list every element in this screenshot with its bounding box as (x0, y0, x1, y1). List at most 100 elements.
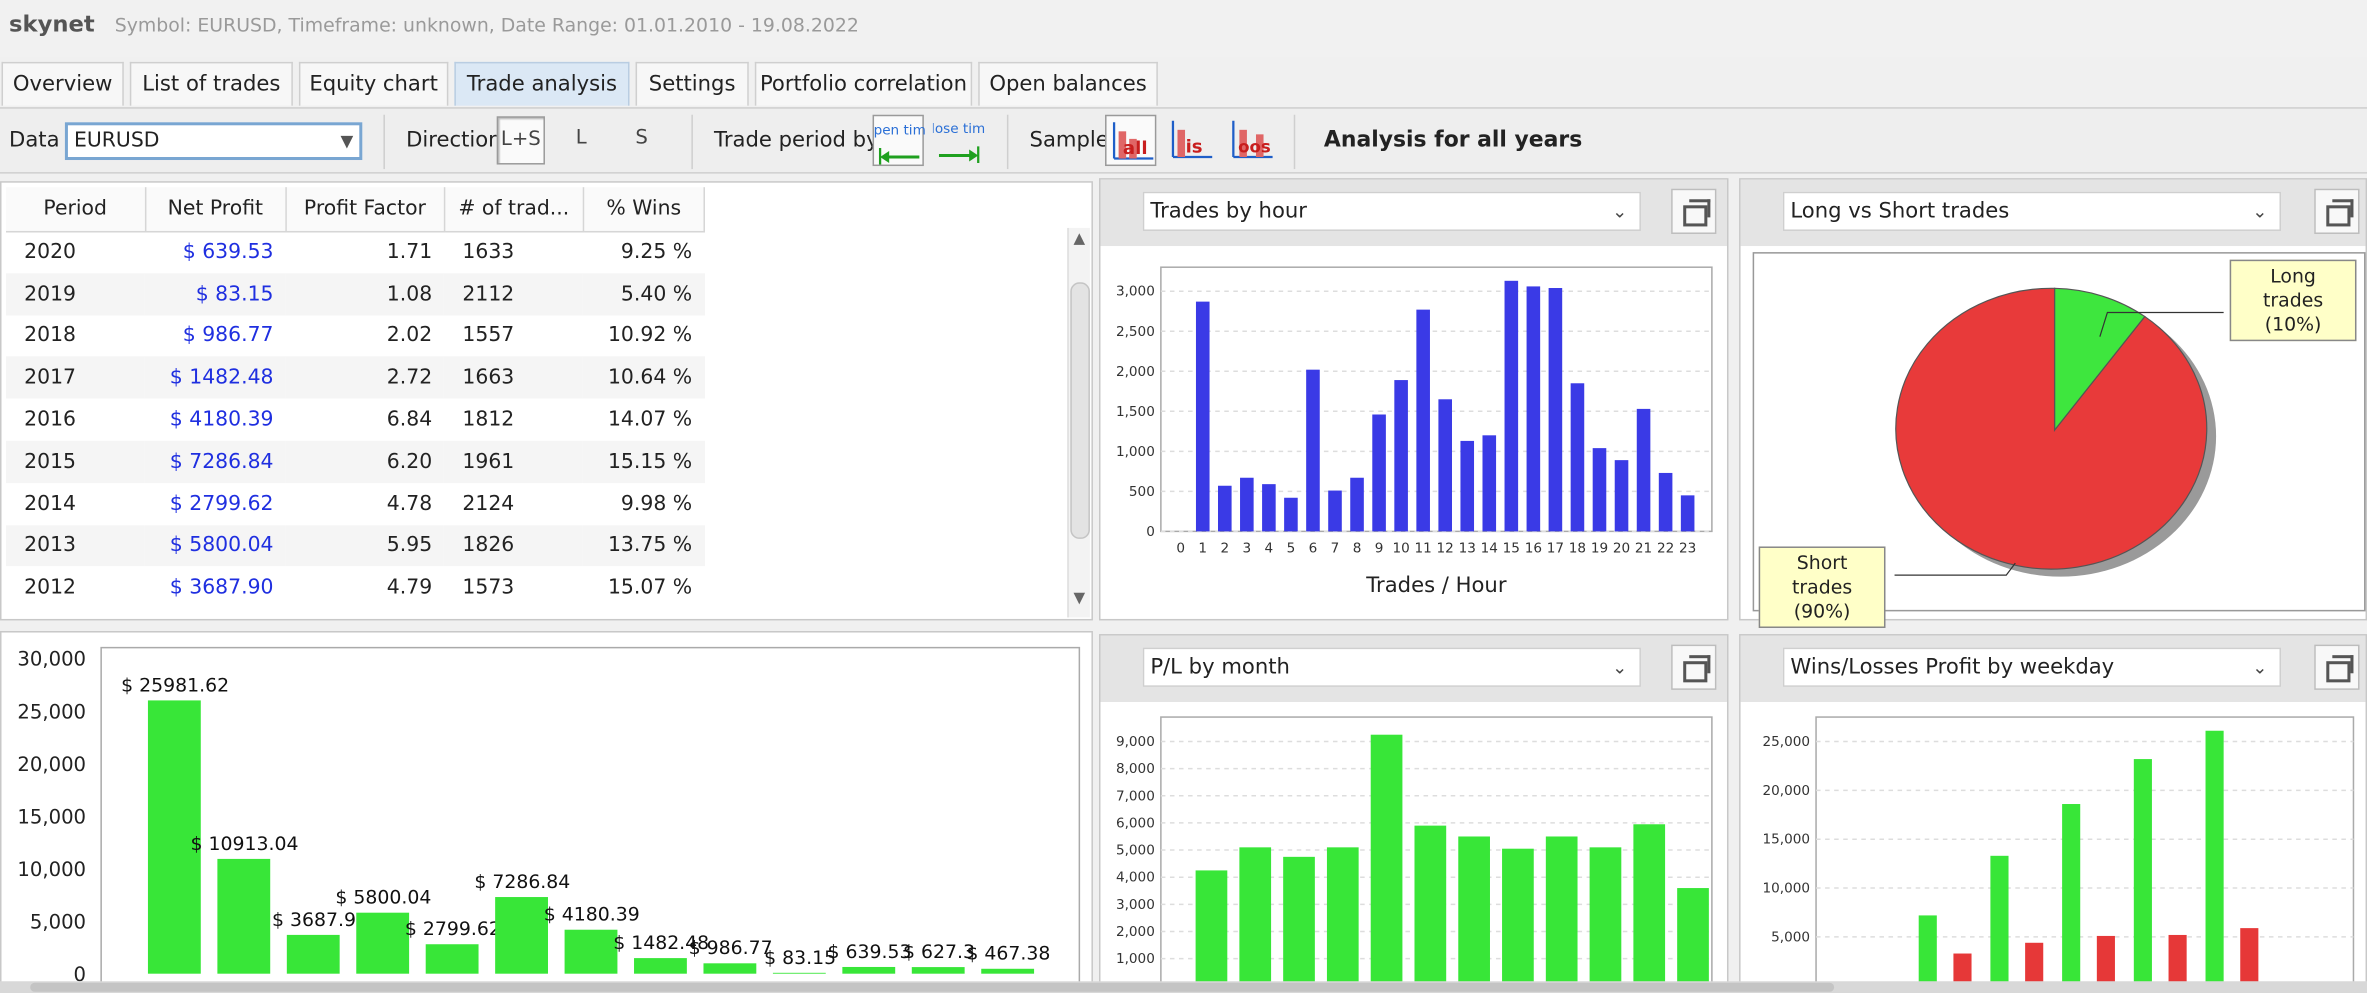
period-cell: 2017 (6, 356, 146, 399)
tab-overview[interactable]: Overview (1, 61, 124, 106)
maximize-button[interactable] (2314, 188, 2360, 234)
column-header-trades[interactable]: # of trad... (444, 187, 585, 232)
column-header-period[interactable]: Period (6, 187, 146, 232)
data-select[interactable]: EURUSD ▼ (64, 122, 363, 161)
maximize-button[interactable] (1671, 188, 1717, 234)
chart-type-select[interactable]: Long vs Short trades ⌄ (1782, 191, 2282, 231)
close-time-icon: close time (924, 121, 994, 164)
x-tick-label: 13 (1459, 541, 1476, 557)
yearly-stats-table: Period Net Profit Profit Factor # of tra… (6, 187, 705, 608)
direction-long-short-button[interactable]: L+S (496, 116, 545, 165)
tab-trade-analysis[interactable]: Trade analysis (454, 61, 630, 106)
wins-cell: 15.07 % (607, 575, 693, 600)
table-row[interactable]: 2018 $ 986.77 2.02 1557 10.92 % (6, 315, 704, 357)
tab-settings[interactable]: Settings (635, 61, 749, 106)
table-row[interactable]: 2020 $ 639.53 1.71 1633 9.25 % (6, 231, 704, 273)
profit-factor-cell: 4.79 (386, 575, 433, 600)
chevron-down-icon: ⌄ (1612, 200, 1628, 222)
tab-list-of-trades[interactable]: List of trades (129, 61, 293, 106)
bar (1218, 485, 1232, 532)
y-tick-label: 8,000 (1116, 761, 1155, 777)
table-row[interactable]: 2017 $ 1482.48 2.72 1663 10.64 % (6, 356, 705, 399)
table-row[interactable]: 2016 $ 4180.39 6.84 1812 14.07 % (6, 399, 704, 441)
scroll-up-icon[interactable]: ▲ (1073, 230, 1086, 248)
trades-cell: 1961 (444, 440, 584, 483)
column-header-profit-factor[interactable]: Profit Factor (285, 187, 446, 232)
open-time-icon: open time (865, 122, 934, 165)
scroll-down-icon[interactable]: ▼ (1073, 590, 1086, 607)
sample-all-icon-label: all (1123, 138, 1148, 159)
divider (1006, 114, 1009, 170)
profit-factor-cell: 1.08 (285, 272, 445, 315)
y-tick-label: 25,000 (1762, 734, 1810, 750)
scrollbar-thumb[interactable] (30, 982, 1835, 992)
y-tick-label: 3,000 (1116, 897, 1155, 913)
sample-oos-button[interactable]: oos (1226, 115, 1277, 166)
table-row[interactable]: 2019 $ 83.15 1.08 2112 5.40 % (6, 272, 705, 315)
open-time-icon-label: open time (874, 122, 925, 138)
bar (1526, 286, 1541, 532)
direction-short-button[interactable]: S (635, 126, 648, 150)
x-tick-label: 2 (1220, 541, 1229, 557)
symbol-info: Symbol: EURUSD, Timeframe: unknown, Date… (114, 13, 859, 37)
yearly-profit-chart: 0 5,000 10,000 15,000 20,000 25,000 30,000 $ 25… (17, 646, 1081, 986)
period-cell: 2014 (24, 491, 77, 516)
x-tick-label: 7 (1331, 541, 1340, 557)
tab-equity-chart[interactable]: Equity chart (298, 61, 449, 106)
y-tick-label: 20,000 (17, 753, 86, 776)
data-label: Data (9, 128, 60, 153)
x-tick-label: 19 (1591, 541, 1608, 557)
x-tick-label: 6 (1309, 541, 1318, 557)
net-profit-cell: $ 83.15 (145, 272, 286, 315)
chart-type-select[interactable]: Wins/Losses Profit by weekday ⌄ (1782, 647, 2282, 687)
net-profit-cell: $ 7286.84 (145, 440, 286, 483)
tab-open-balances[interactable]: Open balances (978, 61, 1158, 106)
close-time-button[interactable]: close time (924, 115, 994, 166)
period-cell: 2020 (24, 240, 77, 265)
x-tick-label: 5 (1287, 541, 1296, 557)
bar (1328, 490, 1342, 532)
bar (564, 929, 618, 974)
bar (286, 934, 340, 974)
direction-long-button[interactable]: L (575, 126, 587, 150)
table-row[interactable]: 2014 $ 2799.62 4.78 2124 9.98 % (6, 483, 704, 525)
table-row[interactable]: 2013 $ 5800.04 5.95 1826 13.75 % (6, 524, 705, 567)
chevron-down-icon: ⌄ (2252, 656, 2268, 678)
sample-is-button[interactable]: is (1165, 115, 1216, 166)
chart-type-select[interactable]: Trades by hour ⌄ (1142, 191, 1641, 231)
bar (1614, 460, 1629, 532)
column-header-net-profit[interactable]: Net Profit (145, 187, 287, 232)
bar (1438, 399, 1452, 532)
bar-loss (2240, 928, 2259, 986)
panel-header: Trades by hour ⌄ (1100, 179, 1727, 247)
bar (634, 958, 687, 974)
sample-oos-icon: oos (1232, 120, 1273, 159)
bar (356, 912, 410, 974)
table-body: 2020 $ 639.53 1.71 1633 9.25 % 2019 $ 83.15 1.0… (6, 231, 705, 609)
tab-portfolio-correlation[interactable]: Portfolio correlation (754, 61, 973, 106)
data-label: $ 3687.9 (272, 909, 356, 931)
data-label: $ 627.3 (903, 941, 975, 963)
column-header-wins[interactable]: % Wins (583, 187, 705, 232)
table-row[interactable]: 2015 $ 7286.84 6.20 1961 15.15 % (6, 440, 705, 483)
wins-cell: 14.07 % (607, 407, 693, 432)
trades-cell: 1633 (462, 240, 515, 265)
bar (1633, 824, 1666, 986)
chart-type-select[interactable]: P/L by month ⌄ (1142, 647, 1641, 687)
scrollbar-thumb[interactable] (1070, 282, 1090, 539)
y-tick-label: 5,000 (30, 911, 86, 934)
table-row[interactable]: 2012 $ 3687.90 4.79 1573 15.07 % (6, 567, 704, 609)
maximize-button[interactable] (1671, 644, 1717, 690)
sample-all-button[interactable]: all (1105, 114, 1157, 167)
open-time-button[interactable]: open time (865, 114, 934, 167)
maximize-button[interactable] (2314, 644, 2360, 690)
sample-all-icon: all (1112, 122, 1154, 160)
wins-cell: 15.15 % (583, 440, 705, 483)
bar (1240, 477, 1254, 532)
vertical-scrollbar[interactable]: ▲ ▼ (1067, 227, 1090, 618)
panel-header: Wins/Losses Profit by weekday ⌄ (1740, 635, 2366, 702)
y-tick-label: 5,000 (1771, 929, 1810, 945)
y-tick-label: 9,000 (1116, 734, 1155, 750)
horizontal-scrollbar[interactable] (0, 981, 2367, 993)
